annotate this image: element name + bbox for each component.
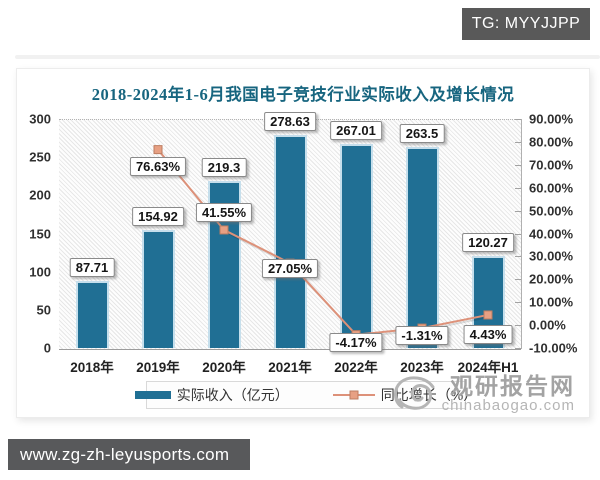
right-axis-tick-label: 80.00% bbox=[529, 134, 574, 150]
line-marker bbox=[483, 310, 493, 320]
bar-swatch-icon bbox=[134, 391, 171, 399]
telegram-badge-label: TG: MYYJJPP bbox=[471, 15, 581, 32]
bar-value-label: 87.71 bbox=[69, 258, 115, 278]
bar-value-label: 154.92 bbox=[132, 206, 184, 226]
chart-panel: 2018-2024年1-6月我国电子竞技行业实际收入及增长情况 实际收入（亿元）… bbox=[16, 68, 590, 418]
watermark-text: 观研报告网 chinabaogao.com bbox=[442, 374, 575, 414]
growth-line-path bbox=[157, 148, 489, 336]
bar-value-label: 278.63 bbox=[264, 112, 316, 132]
right-axis-tick-label: 50.00% bbox=[529, 203, 574, 219]
watermark-logo-icon bbox=[393, 376, 435, 410]
line-swatch-icon bbox=[332, 390, 375, 400]
left-axis-tick-label: 250 bbox=[29, 149, 51, 165]
left-axis-tick-label: 200 bbox=[29, 187, 51, 203]
right-axis-tick-label: 0.00% bbox=[529, 317, 566, 333]
bar-value-label: 267.01 bbox=[330, 121, 382, 141]
growth-value-label: 41.55% bbox=[195, 202, 253, 222]
bar bbox=[339, 144, 373, 348]
right-axis-tick-mark bbox=[515, 302, 521, 304]
top-divider bbox=[15, 55, 600, 59]
line-marker bbox=[153, 145, 163, 155]
x-axis-label: 2023年 bbox=[400, 360, 444, 375]
right-axis-tick-mark bbox=[515, 164, 521, 166]
bar-value-label: 219.3 bbox=[201, 157, 247, 177]
chart-title: 2018-2024年1-6月我国电子竞技行业实际收入及增长情况 bbox=[91, 85, 515, 104]
growth-value-label: -4.17% bbox=[329, 332, 383, 352]
right-axis-tick-label: -10.00% bbox=[529, 340, 578, 356]
right-axis-tick-mark bbox=[515, 119, 521, 120]
growth-value-label: -1.31% bbox=[395, 326, 449, 346]
url-bar-label: www.zg-zh-leyusports.com bbox=[20, 444, 230, 464]
right-axis-tick-mark bbox=[515, 348, 521, 349]
watermark-site-name: 观研报告网 bbox=[450, 373, 575, 399]
line-marker bbox=[219, 225, 229, 235]
x-axis-label: 2024年H1 bbox=[457, 360, 519, 375]
bar bbox=[273, 135, 307, 348]
left-axis-tick-label: 150 bbox=[29, 226, 51, 241]
bar-value-label: 120.27 bbox=[462, 233, 514, 253]
right-axis-tick-mark bbox=[515, 279, 521, 281]
right-axis-tick-label: 70.00% bbox=[529, 157, 574, 173]
right-axis-tick-mark bbox=[515, 210, 521, 212]
legend-item-revenue: 实际收入（亿元） bbox=[134, 385, 289, 405]
right-axis-tick-label: 30.00% bbox=[529, 248, 574, 264]
right-axis-tick-mark bbox=[515, 141, 521, 143]
growth-value-label: 27.05% bbox=[261, 259, 319, 279]
left-axis-tick-label: 300 bbox=[29, 111, 51, 127]
growth-value-label: 76.63% bbox=[129, 156, 187, 176]
left-axis-tick-label: 50 bbox=[36, 302, 51, 318]
right-axis-tick-label: 90.00% bbox=[529, 111, 574, 127]
x-axis-label: 2021年 bbox=[268, 360, 312, 375]
bar bbox=[405, 146, 439, 348]
x-axis-label: 2019年 bbox=[136, 360, 180, 375]
x-axis-label: 2022年 bbox=[334, 360, 378, 375]
legend-label-revenue: 实际收入（亿元） bbox=[176, 387, 289, 403]
growth-line bbox=[153, 145, 493, 340]
bar bbox=[75, 281, 109, 348]
right-axis-tick-mark bbox=[515, 256, 521, 258]
watermark-domain: chinabaogao.com bbox=[441, 397, 575, 414]
right-axis-tick-label: 20.00% bbox=[529, 271, 574, 287]
bar-value-label: 263.5 bbox=[399, 123, 445, 143]
right-axis-tick-label: 60.00% bbox=[529, 180, 574, 196]
x-axis-label: 2020年 bbox=[202, 360, 246, 375]
right-axis-tick-mark bbox=[515, 325, 521, 327]
telegram-badge: TG: MYYJJPP bbox=[462, 8, 590, 40]
right-axis-line bbox=[521, 119, 522, 349]
x-axis-label: 2018年 bbox=[70, 360, 114, 375]
left-axis-tick-label: 0 bbox=[43, 340, 51, 356]
url-bar: www.zg-zh-leyusports.com bbox=[8, 439, 250, 470]
growth-value-label: 4.43% bbox=[463, 324, 513, 344]
right-axis-tick-label: 40.00% bbox=[529, 226, 574, 241]
right-axis-tick-mark bbox=[515, 187, 521, 189]
watermark: 观研报告网 chinabaogao.com bbox=[392, 373, 575, 415]
bar bbox=[141, 229, 175, 348]
right-axis-tick-mark bbox=[515, 233, 521, 235]
right-axis-tick-label: 10.00% bbox=[529, 294, 574, 310]
left-axis-tick-label: 100 bbox=[29, 264, 51, 280]
